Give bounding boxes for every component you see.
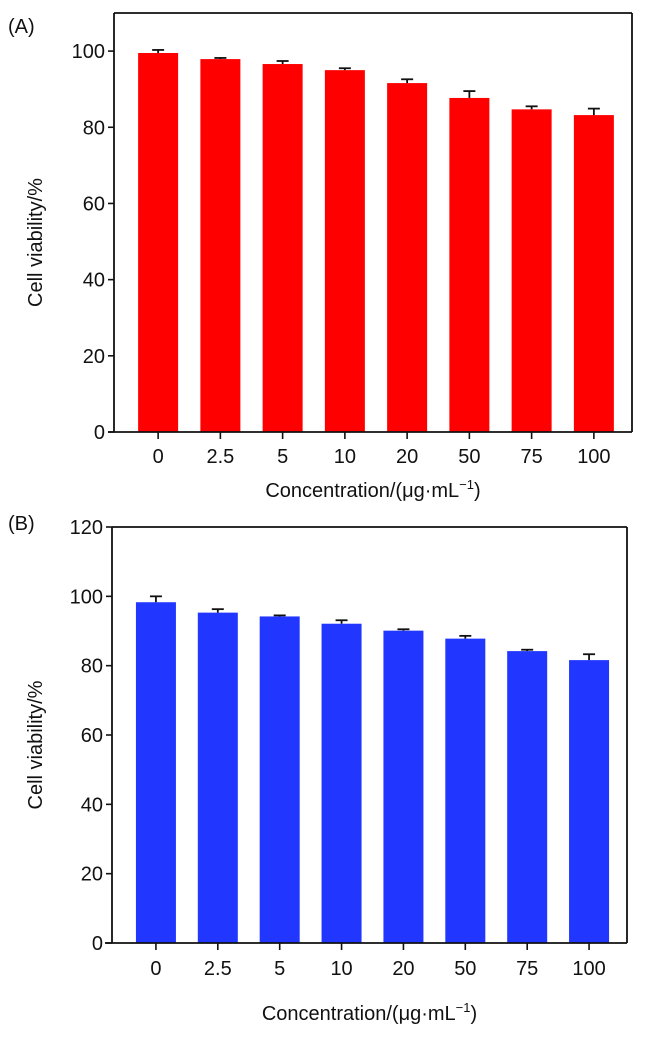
x-axis-label-close: ) <box>474 480 481 502</box>
bar-50 <box>449 97 490 433</box>
y-tick-label-80: 80 <box>83 117 105 139</box>
x-tick-label-75: 75 <box>516 958 538 980</box>
x-tick-label-20: 20 <box>396 446 418 468</box>
bar-20 <box>383 630 424 943</box>
bar-10 <box>324 70 365 433</box>
x-axis-label: Concentration/(μg·mL−1) <box>265 477 480 502</box>
x-tick-label-2_5: 2.5 <box>204 958 232 980</box>
x-axis-label: Concentration/(μg·mL−1) <box>262 1000 477 1025</box>
x-tick-label-2_5: 2.5 <box>206 446 234 468</box>
x-axis-label-superscript: −1 <box>459 477 474 492</box>
y-axis-label: Cell viability/% <box>25 680 47 809</box>
y-tick-label-40: 40 <box>83 270 105 292</box>
bar-2_5 <box>197 612 238 943</box>
bar-50 <box>445 638 486 943</box>
x-axis-label-close: ) <box>470 1003 477 1025</box>
panel-b: 0 20 40 60 80 100 120 0 2.5 5 10 20 50 75 100 Concentra… <box>8 513 628 1025</box>
bar-100 <box>569 660 610 943</box>
bar-5 <box>262 64 303 433</box>
x-tick-label-50: 50 <box>454 958 476 980</box>
bar-75 <box>507 651 548 943</box>
x-tick-label-50: 50 <box>458 446 480 468</box>
x-tick-label-5: 5 <box>277 446 288 468</box>
y-tick-label-60: 60 <box>81 725 103 747</box>
panel-a: 0 20 40 60 80 100 0 2.5 5 10 20 50 75 100 Concentratio… <box>8 12 633 502</box>
panel-label: (A) <box>8 16 35 38</box>
bar-0 <box>135 602 176 943</box>
x-tick-label-0: 0 <box>150 958 161 980</box>
panel-label: (B) <box>8 513 35 535</box>
y-tick-label-0: 0 <box>94 422 105 444</box>
x-tick-label-5: 5 <box>274 958 285 980</box>
y-tick-label-60: 60 <box>83 193 105 215</box>
bar-10 <box>321 623 362 943</box>
y-tick-label-80: 80 <box>81 656 103 678</box>
x-tick-label-0: 0 <box>153 446 164 468</box>
bar-0 <box>138 52 179 432</box>
x-axis-label-main: Concentration/(μg·mL <box>265 480 459 502</box>
x-tick-label-75: 75 <box>521 446 543 468</box>
y-tick-label-40: 40 <box>81 794 103 816</box>
y-tick-label-20: 20 <box>83 346 105 368</box>
y-axis-label: Cell viability/% <box>25 178 47 307</box>
x-tick-label-10: 10 <box>334 446 356 468</box>
bar-2_5 <box>200 59 241 433</box>
bar-100 <box>573 115 614 433</box>
bar-5 <box>259 616 300 943</box>
y-tick-label-0: 0 <box>92 933 103 955</box>
y-tick-label-100: 100 <box>72 41 105 63</box>
x-axis-label-superscript: −1 <box>456 1000 471 1015</box>
x-tick-label-100: 100 <box>572 958 605 980</box>
bar-75 <box>511 109 552 433</box>
x-axis-label-main: Concentration/(μg·mL <box>262 1003 456 1025</box>
y-tick-label-20: 20 <box>81 864 103 886</box>
y-tick-label-100: 100 <box>70 586 103 608</box>
x-tick-label-10: 10 <box>330 958 352 980</box>
bar-20 <box>387 83 428 432</box>
y-tick-label-120: 120 <box>70 517 103 539</box>
x-tick-label-100: 100 <box>577 446 610 468</box>
x-tick-label-20: 20 <box>392 958 414 980</box>
